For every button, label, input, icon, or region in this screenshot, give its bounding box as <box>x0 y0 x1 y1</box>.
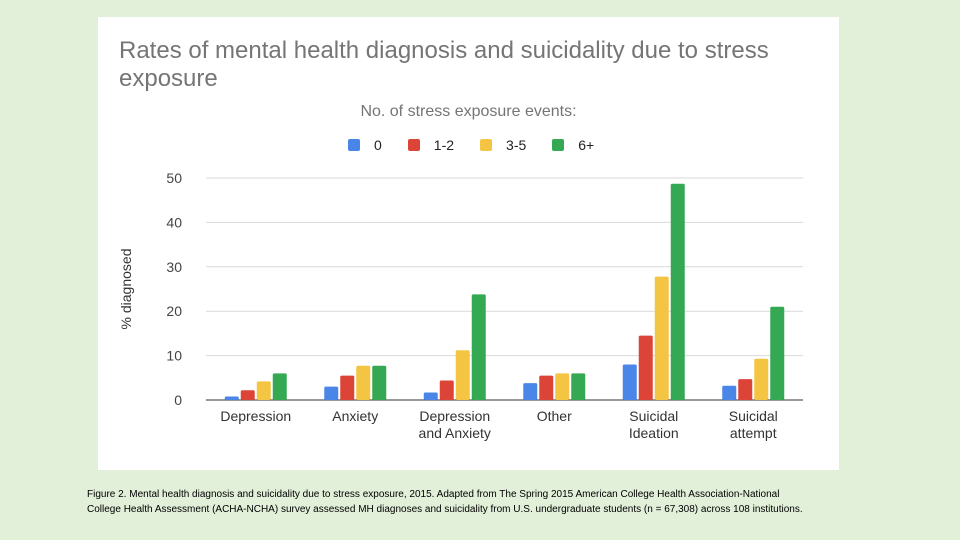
x-tick-label: Suicidal <box>629 408 678 424</box>
legend-label: 6+ <box>578 137 595 153</box>
caption-line-2: College Health Assessment (ACHA-NCHA) su… <box>87 504 803 515</box>
x-tick-label: attempt <box>730 425 777 441</box>
legend-label: 3-5 <box>506 137 527 153</box>
bar <box>439 380 454 400</box>
bar <box>240 390 255 400</box>
x-tick-label: Ideation <box>629 425 679 441</box>
legend-item: 6+ <box>552 137 594 153</box>
bar-chart-plot: 0 10 20 30 40 50 % diagnosed Depression Anxiety D… <box>118 170 803 441</box>
y-tick-label: 50 <box>166 170 182 186</box>
bar <box>423 392 438 400</box>
legend-swatch <box>348 139 360 151</box>
bar <box>738 379 753 400</box>
legend-swatch <box>480 139 493 151</box>
chart-title: Rates of mental health diagnosis and sui… <box>119 37 769 92</box>
figure-caption: Figure 2. Mental health diagnosis and su… <box>87 487 887 517</box>
bar <box>770 306 785 400</box>
x-tick-label: and Anxiety <box>419 425 491 441</box>
bar <box>455 350 470 400</box>
bar <box>256 381 271 400</box>
bar <box>356 365 371 400</box>
bar <box>224 396 239 400</box>
bar <box>539 375 554 400</box>
y-tick-label: 40 <box>166 214 182 230</box>
bar <box>754 358 769 400</box>
chart-card: Rates of mental health diagnosis and sui… <box>98 17 839 470</box>
y-tick-label: 20 <box>166 303 182 319</box>
bar <box>654 276 669 400</box>
legend-title: No. of stress exposure events: <box>360 103 577 120</box>
legend-swatch <box>552 139 565 151</box>
bar <box>324 386 339 400</box>
bar <box>571 373 586 400</box>
legend-label: 0 <box>374 137 382 153</box>
bar <box>272 373 287 400</box>
x-tick-label: Other <box>537 408 572 424</box>
bar <box>523 383 538 400</box>
bar <box>638 335 653 400</box>
x-tick-label: Depression <box>220 408 291 424</box>
bar <box>471 294 486 400</box>
bar <box>670 183 685 400</box>
legend: 0 1-2 3-5 6+ <box>348 137 620 153</box>
legend-item: 0 <box>348 137 382 153</box>
y-tick-label: 10 <box>166 348 182 364</box>
legend-label: 1-2 <box>433 137 455 153</box>
x-tick-label: Depression <box>419 408 490 424</box>
y-tick-label: 0 <box>174 392 182 408</box>
x-tick-label: Anxiety <box>332 408 378 424</box>
bar <box>722 385 737 400</box>
y-tick-label: 30 <box>166 259 182 275</box>
legend-item: 1-2 <box>407 137 455 153</box>
bar <box>555 373 570 400</box>
bar <box>340 375 355 400</box>
y-axis-label: % diagnosed <box>118 249 134 330</box>
x-tick-label: Suicidal <box>729 408 778 424</box>
legend-swatch <box>407 139 420 151</box>
bar <box>372 365 387 400</box>
caption-line-1: Figure 2. Mental health diagnosis and su… <box>87 489 780 500</box>
legend-item: 3-5 <box>480 137 526 153</box>
bar <box>622 364 637 400</box>
